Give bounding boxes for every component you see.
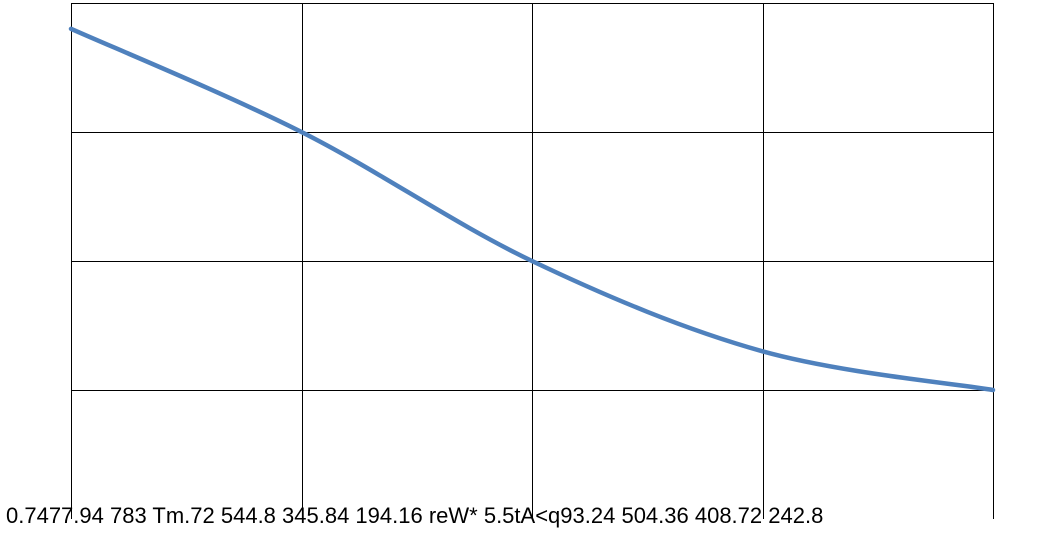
series-group — [68, 26, 996, 393]
series-line-0 — [68, 26, 996, 393]
bottom-text: 0.7477.94 783 Tm.72 544.8 345.84 194.16 … — [6, 503, 824, 528]
